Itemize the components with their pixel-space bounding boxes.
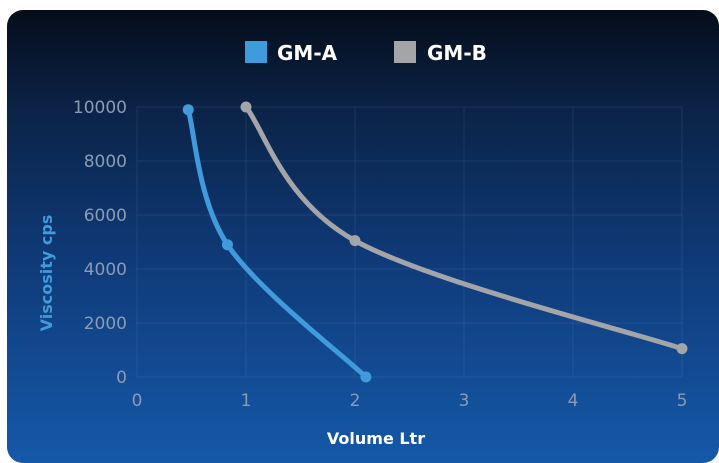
- series-line-gm-a: [185, 107, 369, 380]
- legend: GM-A GM-B: [245, 41, 487, 65]
- y-tick-label: 10000: [73, 98, 127, 118]
- legend-label-gm-b: GM-B: [427, 41, 487, 65]
- x-tick-label: 4: [568, 391, 579, 411]
- x-tick-label: 0: [132, 391, 143, 411]
- x-tick-label: 5: [677, 391, 688, 411]
- legend-swatch-gm-b: [394, 41, 416, 63]
- legend-label-gm-a: GM-A: [277, 41, 338, 65]
- y-axis-label: Viscosity cps: [37, 215, 56, 332]
- data-point-gm-a: [182, 104, 194, 116]
- y-tick-label: 0: [116, 368, 127, 388]
- y-tick-label: 6000: [84, 206, 127, 226]
- x-tick-label: 1: [241, 391, 252, 411]
- grid-lines: [136, 106, 683, 378]
- y-tick-label: 2000: [84, 314, 127, 334]
- x-tick-label: 2: [350, 391, 361, 411]
- data-point-gm-b: [676, 343, 688, 355]
- series-line-gm-b: [243, 104, 685, 352]
- data-point-gm-a: [360, 371, 372, 383]
- data-point-gm-a: [221, 239, 233, 251]
- series-layer: [182, 101, 688, 383]
- x-axis-label: Volume Ltr: [327, 429, 425, 448]
- y-tick-label: 4000: [84, 260, 127, 280]
- y-tick-label: 8000: [84, 152, 127, 172]
- legend-swatch-gm-a: [245, 41, 267, 63]
- x-axis-ticks: 0 1 2 3 4 5: [132, 391, 688, 411]
- data-point-gm-b: [349, 235, 361, 247]
- x-tick-label: 3: [459, 391, 470, 411]
- y-axis-ticks: 0 2000 4000 6000 8000 10000: [73, 98, 127, 388]
- data-point-gm-b: [240, 101, 252, 113]
